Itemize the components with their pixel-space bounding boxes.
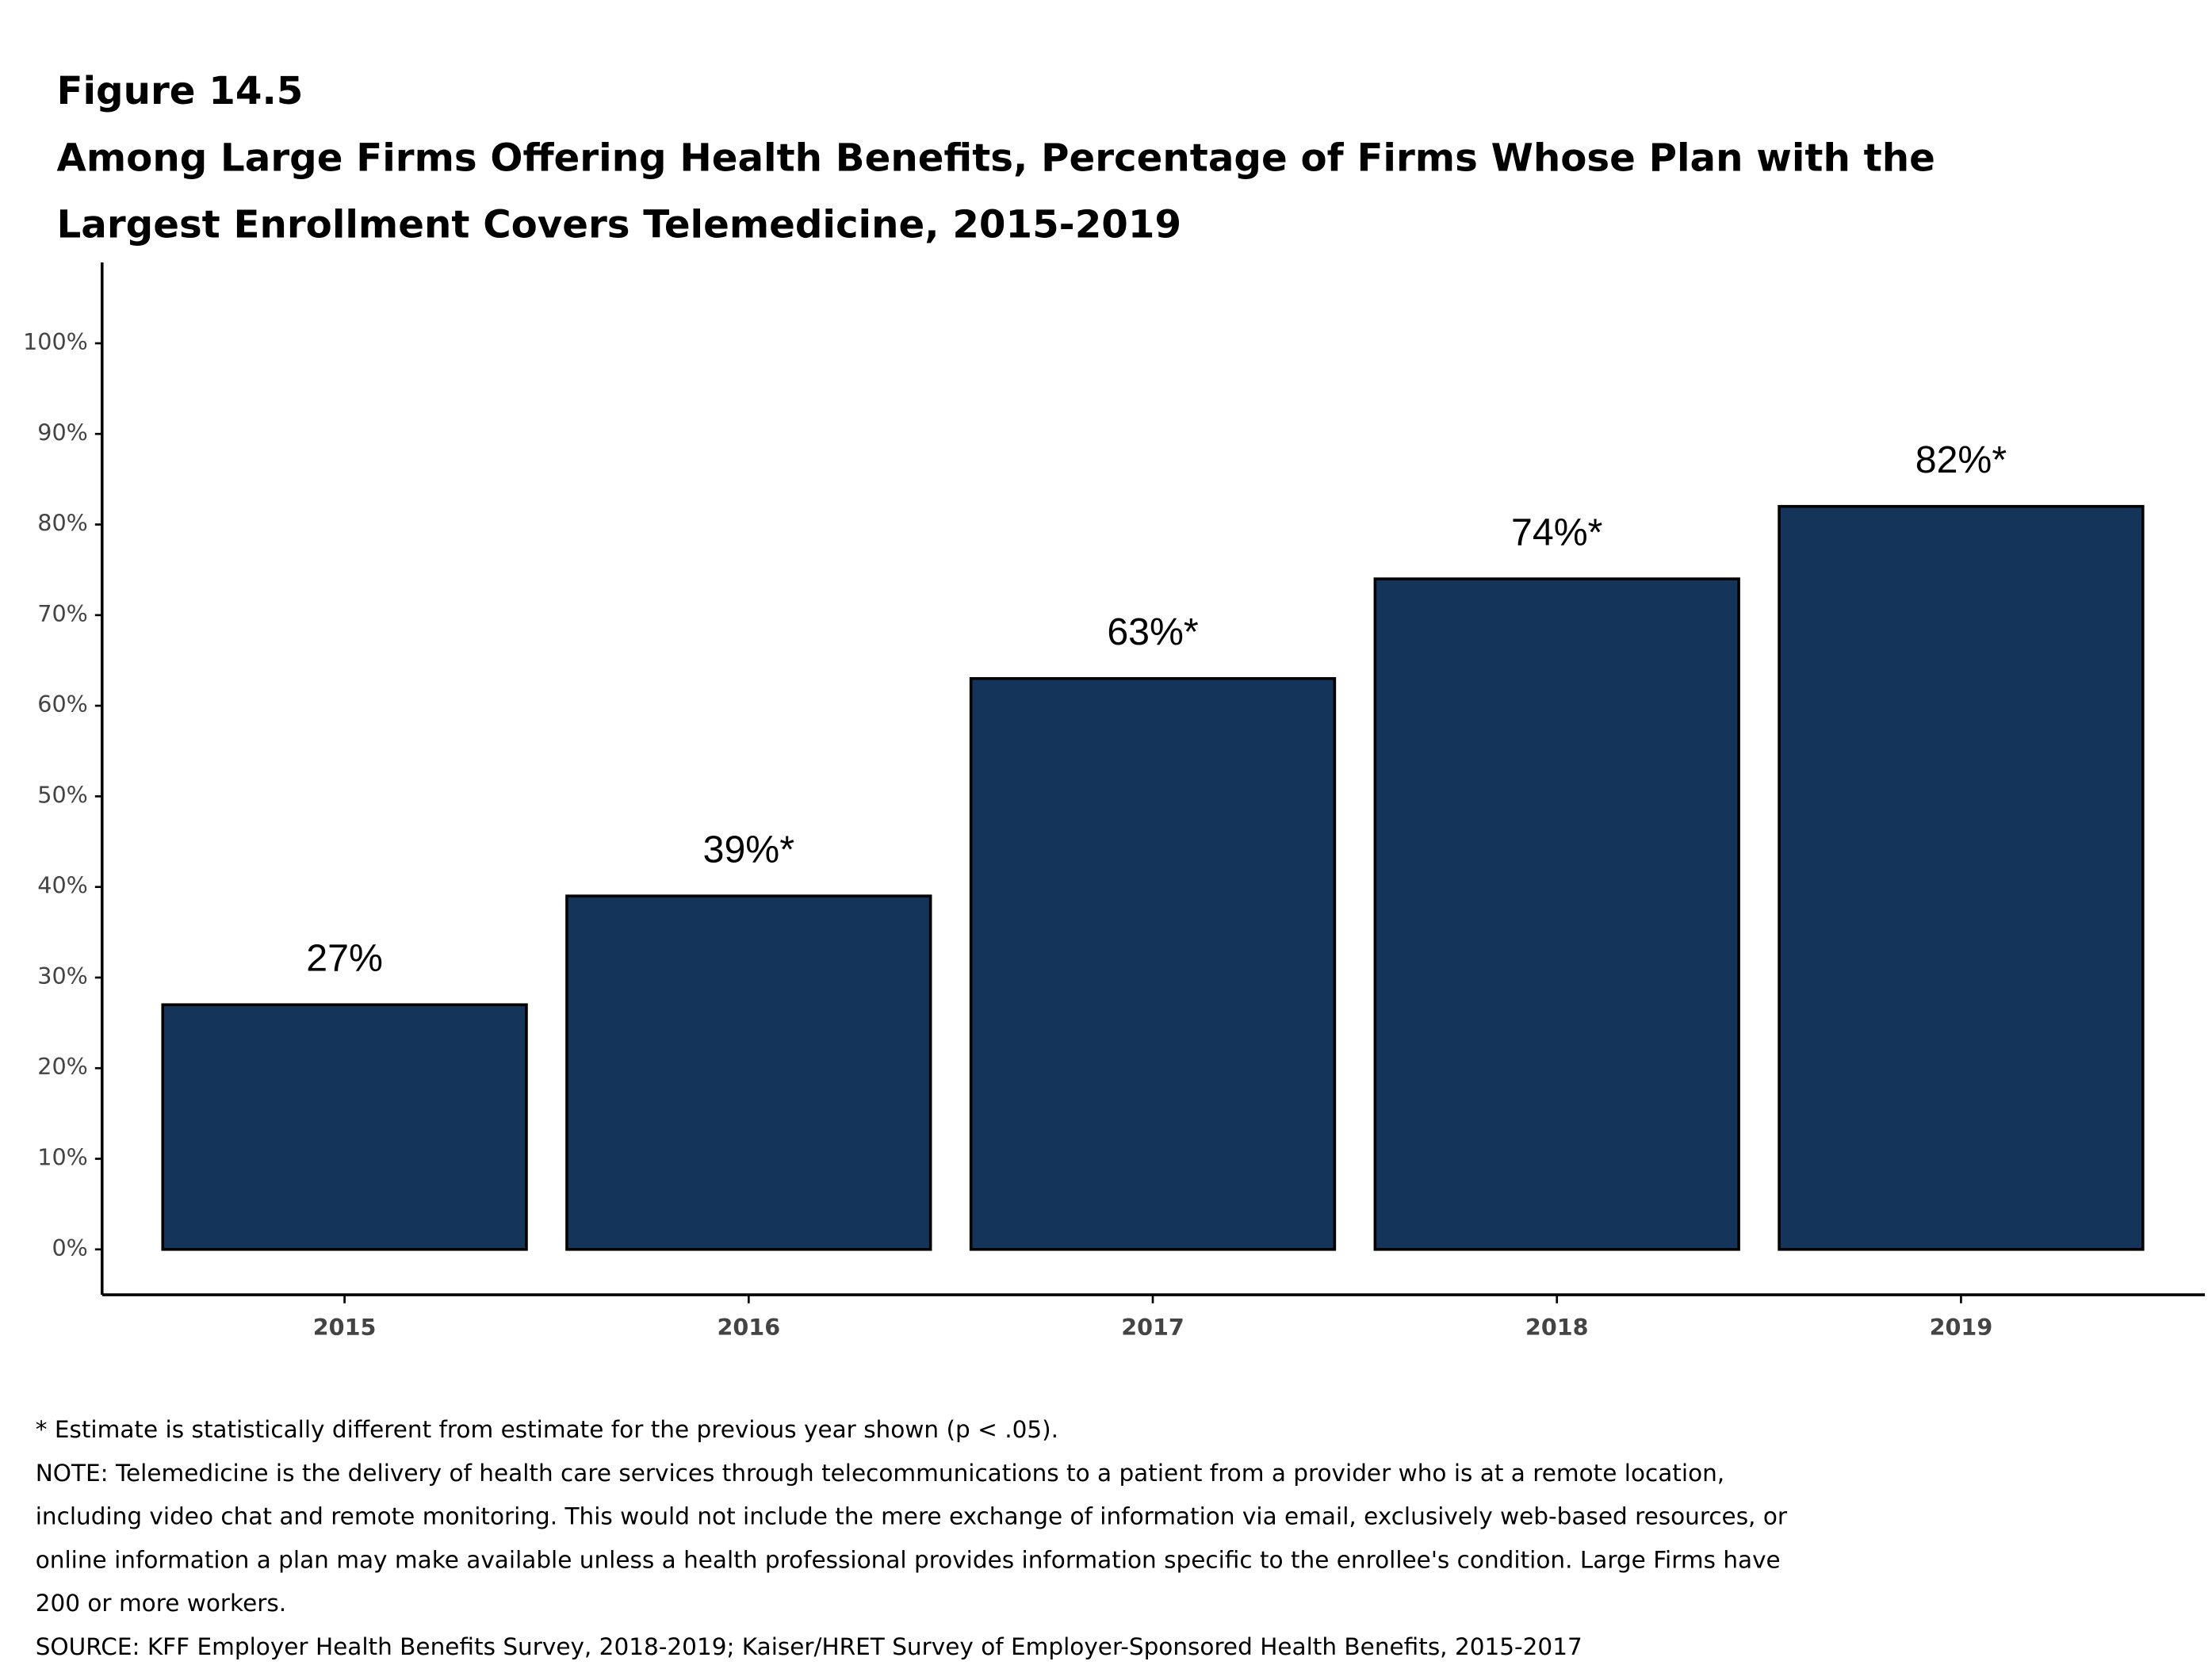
x-tick-label: 2015 (313, 1314, 377, 1341)
value-label: 74%* (1511, 511, 1603, 553)
value-label: 82%* (1915, 438, 2007, 481)
footnote: 200 or more workers. (36, 1590, 286, 1617)
footnote: * Estimate is statistically different fr… (36, 1416, 1058, 1443)
chart-title: Among Large Firms Offering Health Benefi… (57, 136, 1935, 180)
x-tick-label: 2017 (1121, 1314, 1184, 1341)
y-tick-label: 20% (37, 1053, 88, 1080)
y-tick-label: 0% (52, 1234, 87, 1261)
bar (565, 894, 932, 1251)
chart-title: Largest Enrollment Covers Telemedicine, … (57, 202, 1182, 247)
y-tick-label: 40% (37, 872, 88, 899)
y-tick-label: 50% (37, 781, 88, 808)
y-tick-label: 70% (37, 600, 88, 627)
y-tick-label: 10% (37, 1144, 88, 1171)
x-tick-label: 2019 (1930, 1314, 1993, 1341)
footnote: NOTE: Telemedicine is the delivery of he… (36, 1460, 1724, 1487)
footnote: including video chat and remote monitori… (36, 1503, 1788, 1530)
bar (1373, 577, 1740, 1251)
x-tick-label: 2018 (1525, 1314, 1589, 1341)
bar (1778, 504, 2145, 1251)
footnote: SOURCE: KFF Employer Health Benefits Sur… (36, 1633, 1582, 1660)
y-tick-label: 90% (37, 419, 88, 446)
figure-label: Figure 14.5 (57, 69, 304, 113)
footnote: online information a plan may make avail… (36, 1546, 1781, 1573)
y-tick-label: 60% (37, 691, 88, 718)
value-label: 63%* (1107, 610, 1199, 653)
y-tick-label: 30% (37, 963, 88, 989)
value-label: 27% (306, 937, 383, 980)
value-label: 39%* (703, 828, 795, 871)
x-tick-label: 2016 (717, 1314, 780, 1341)
bar (161, 1003, 528, 1251)
y-tick-label: 100% (23, 328, 88, 355)
y-tick-label: 80% (37, 510, 88, 537)
bar (969, 677, 1337, 1251)
